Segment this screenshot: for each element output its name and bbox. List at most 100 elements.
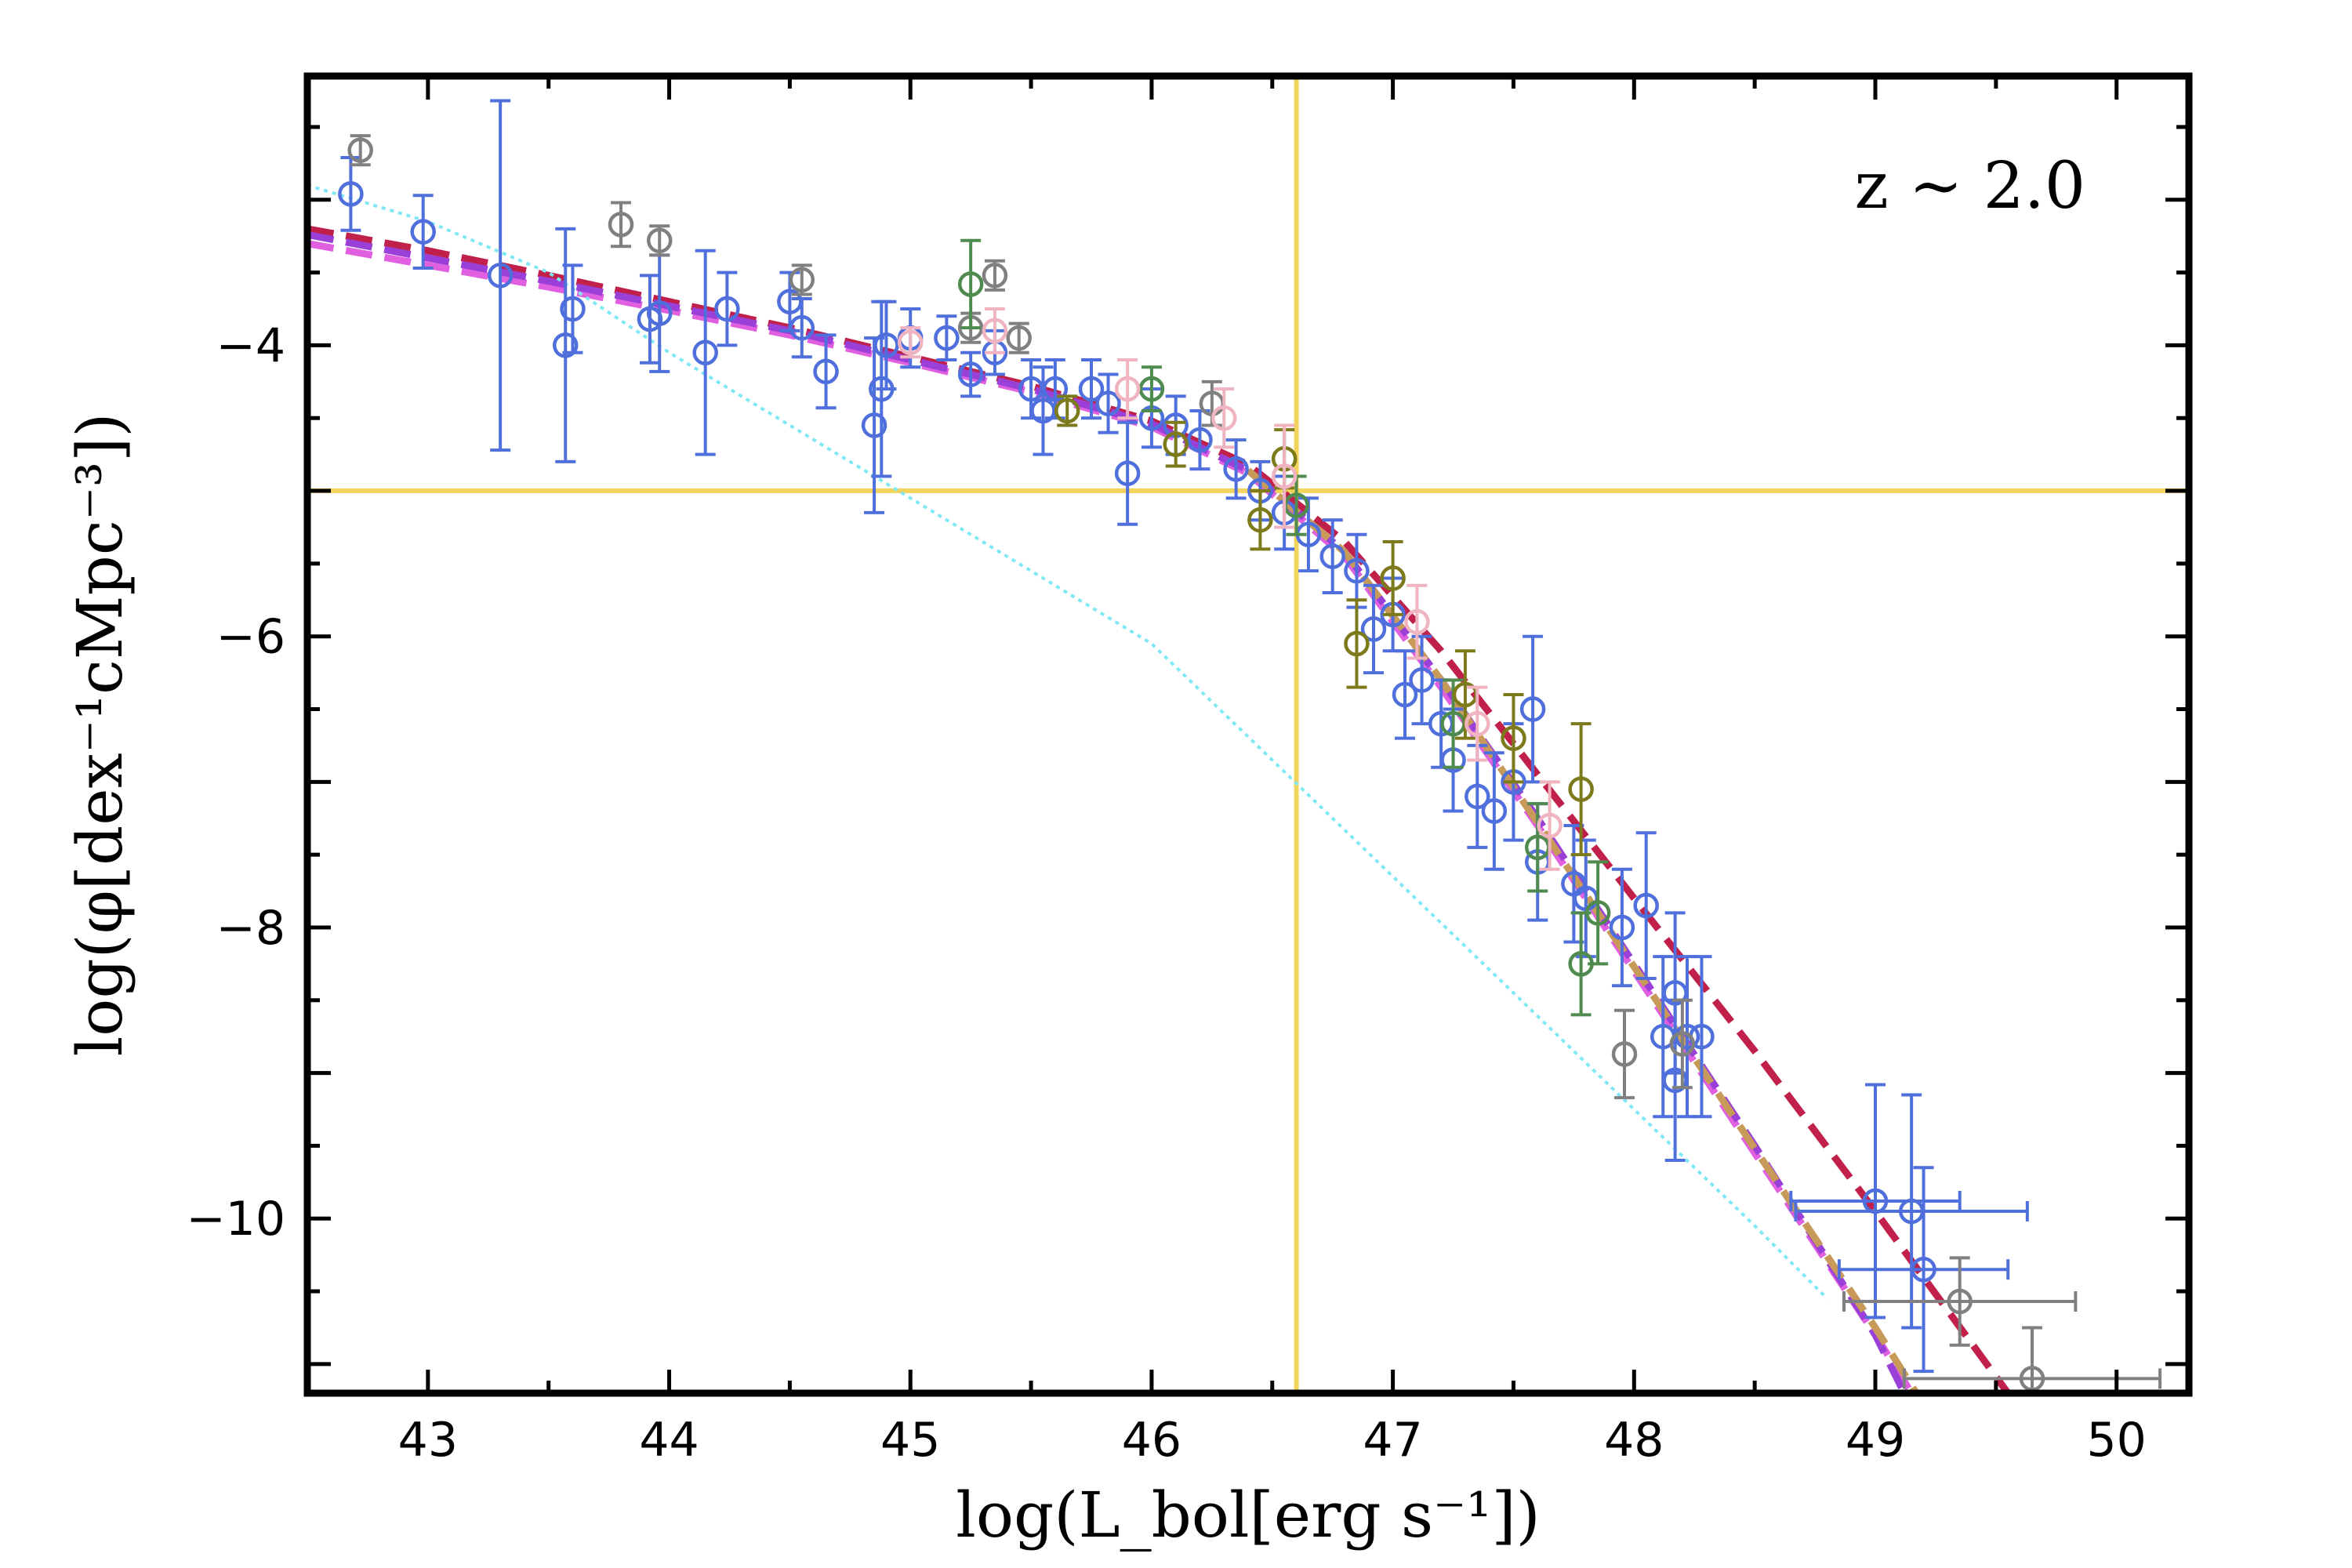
data-point [1163, 420, 1189, 468]
data-point [1404, 583, 1430, 660]
data-point [1114, 420, 1141, 526]
data-point [714, 270, 740, 347]
data-marker [1519, 696, 1546, 722]
data-marker [1633, 892, 1659, 919]
data-point [1573, 838, 1599, 959]
data-marker [1223, 456, 1249, 482]
data-point [1501, 692, 1526, 784]
model-curve-crimson [307, 225, 2011, 1393]
data-point [646, 224, 673, 257]
data-point [1568, 722, 1594, 857]
redshift-annotation: z ∼ 2.0 [1855, 149, 2085, 223]
data-point [410, 194, 436, 270]
data-point [487, 99, 514, 452]
data-marker [560, 296, 586, 322]
data-point [813, 333, 839, 410]
y-tick-label: −10 [186, 1192, 285, 1247]
data-marker [608, 212, 634, 238]
data-marker [1584, 900, 1611, 926]
data-point [1006, 321, 1032, 354]
data-marker [1380, 565, 1406, 591]
x-tick-label: 46 [1122, 1413, 1181, 1468]
data-point [1380, 540, 1406, 616]
data-marker [1465, 710, 1490, 737]
data-marker [934, 325, 960, 351]
data-point [1537, 780, 1563, 871]
data-marker [410, 219, 436, 245]
data-point [1842, 1256, 2078, 1347]
data-marker [552, 332, 579, 358]
data-marker [1360, 616, 1387, 642]
data-marker [1271, 463, 1298, 489]
data-point [1465, 685, 1490, 762]
data-marker [789, 267, 815, 293]
data-point [1344, 532, 1370, 609]
data-marker [1465, 783, 1490, 810]
data-marker [347, 137, 373, 163]
data-point [608, 201, 634, 249]
data-marker [897, 329, 924, 355]
data-marker [957, 361, 984, 387]
data-marker [1095, 390, 1121, 416]
data-point [1481, 751, 1508, 871]
axis-ticks [307, 76, 2189, 1393]
data-point [1669, 998, 1696, 1090]
data-marker [1344, 557, 1370, 584]
data-marker [1054, 397, 1080, 424]
data-point [338, 155, 364, 232]
data-marker [1568, 776, 1594, 802]
y-tick-label: −6 [216, 610, 285, 665]
data-point [1837, 1166, 2010, 1374]
data-point [982, 259, 1008, 292]
data-point [560, 263, 586, 354]
data-point [1271, 423, 1298, 529]
data-marker [1404, 608, 1430, 635]
data-marker [1006, 325, 1032, 351]
x-axis-label: log(L_bol[erg s⁻¹]) [956, 1479, 1540, 1552]
data-point [897, 326, 924, 359]
data-point [1247, 489, 1273, 551]
y-tick-label: −8 [216, 901, 285, 956]
data-marker [1138, 376, 1165, 402]
data-marker [1163, 431, 1189, 457]
data-marker [1114, 460, 1141, 487]
data-point [1138, 365, 1165, 412]
x-tick-label: 48 [1604, 1413, 1664, 1468]
data-point [982, 307, 1008, 354]
data-marker [982, 318, 1008, 344]
data-marker [1609, 914, 1635, 941]
data-marker [487, 263, 514, 289]
data-point [1187, 408, 1213, 471]
data-marker [1537, 812, 1563, 839]
data-point [789, 263, 815, 296]
data-marker [1042, 376, 1069, 402]
model-curve-tan [1246, 467, 1920, 1393]
tick-labels: 43 44 45 46 47 48 49 50 −4 −6 −8 −10 [186, 318, 2146, 1468]
data-point [1611, 1008, 1638, 1100]
data-point [957, 238, 984, 330]
data-point [692, 249, 718, 456]
data-point [552, 227, 579, 463]
series-gray [347, 134, 2162, 1393]
data-point [934, 314, 960, 361]
data-point [1210, 387, 1237, 449]
data-point [1078, 358, 1105, 420]
data-marker [1210, 405, 1237, 431]
y-axis-label: log(φ[dex⁻¹cMpc⁻³]) [64, 413, 136, 1057]
data-marker [789, 314, 815, 341]
data-marker [861, 412, 887, 438]
data-marker [1344, 630, 1370, 657]
data-marker [1501, 725, 1526, 751]
data-point [873, 299, 899, 391]
data-point [1584, 860, 1611, 966]
data-point [347, 134, 373, 167]
data-marker [873, 332, 899, 358]
data-marker [813, 358, 839, 385]
data-point [1789, 1083, 1962, 1319]
data-marker [1611, 1041, 1638, 1067]
data-point [1519, 634, 1546, 784]
data-marker [1911, 1256, 1936, 1283]
data-marker [1247, 506, 1273, 533]
data-point [1392, 649, 1418, 740]
